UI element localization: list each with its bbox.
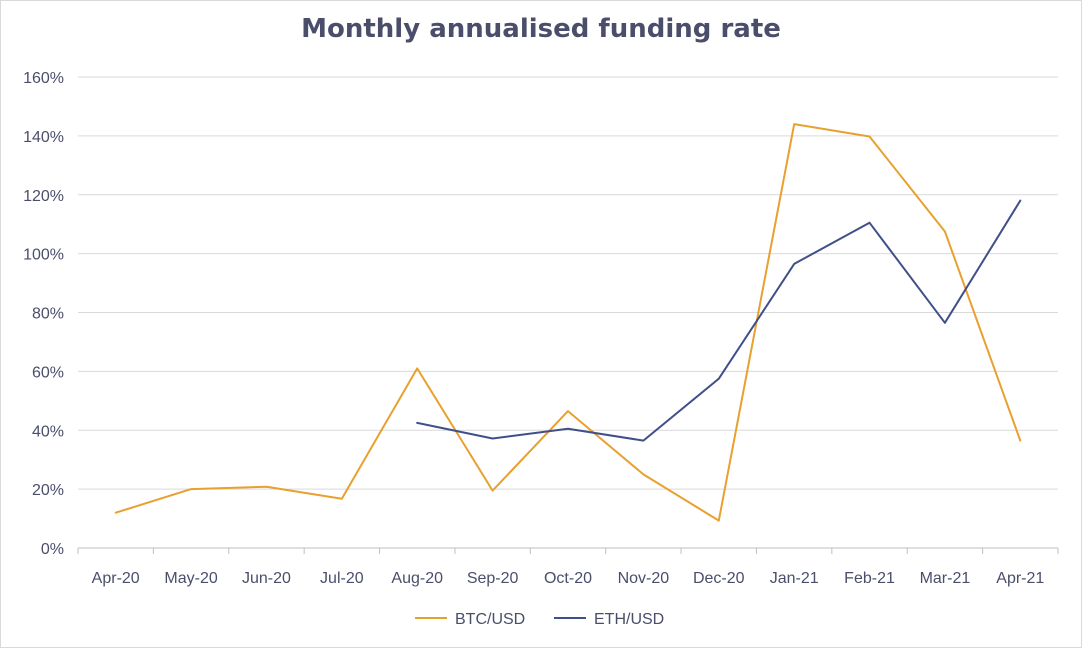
x-tick-label: Oct-20 [544,570,592,587]
x-tick-label: Jan-21 [770,570,819,587]
x-tick-label: Jun-20 [242,570,291,587]
y-tick-label: 140% [23,129,64,146]
y-tick-label: 60% [32,364,64,381]
series-line-eth-usd [416,199,1022,442]
chart-title: Monthly annualised funding rate [301,14,781,44]
y-tick-label: 160% [23,70,64,87]
legend-label-eth-usd: ETH/USD [594,611,664,628]
x-tick-label: Apr-21 [996,570,1044,587]
x-tick-label: May-20 [164,570,217,587]
x-tick-label: Sep-20 [467,570,519,587]
x-tick-label: Mar-21 [920,570,971,587]
y-tick-label: 120% [23,188,64,205]
y-tick-label: 20% [32,482,64,499]
y-tick-label: 0% [41,541,64,558]
x-tick-label: Apr-20 [92,570,140,587]
y-tick-label: 40% [32,423,64,440]
y-tick-label: 100% [23,247,64,264]
x-tick-label: Nov-20 [618,570,670,587]
x-tick-label: Feb-21 [844,570,895,587]
y-tick-label: 80% [32,306,64,323]
x-tick-label: Dec-20 [693,570,745,587]
legend-label-btc-usd: BTC/USD [455,611,525,628]
x-tick-label: Jul-20 [320,570,364,587]
x-tick-label: Aug-20 [391,570,443,587]
series-line-btc-usd [114,123,1022,522]
